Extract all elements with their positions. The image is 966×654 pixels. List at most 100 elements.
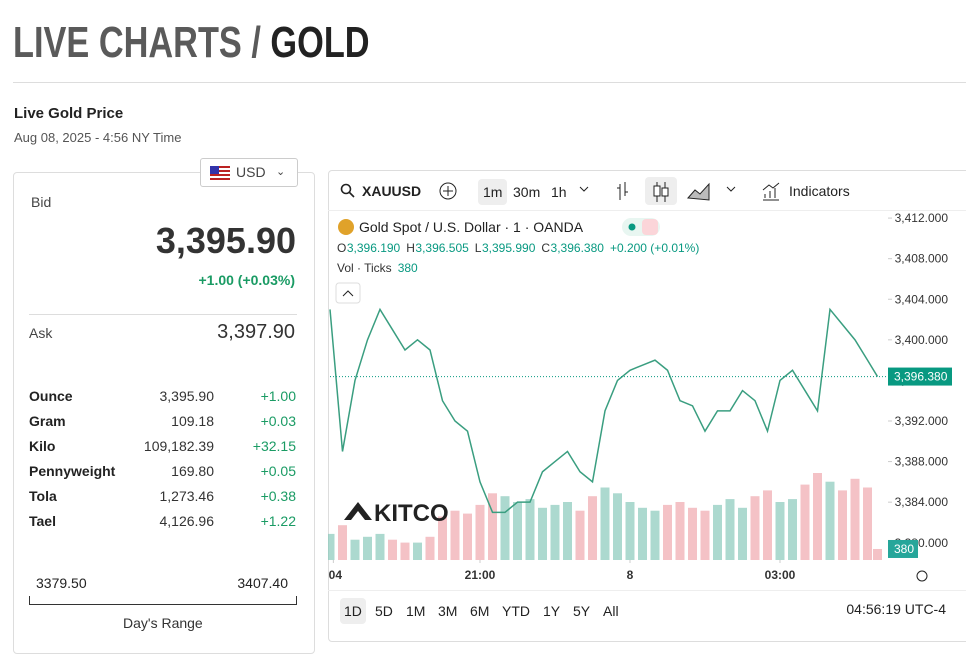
collapse-icon — [342, 290, 354, 297]
range-button[interactable]: YTD — [502, 603, 530, 619]
divider — [328, 590, 966, 591]
title-part: GOLD — [270, 18, 370, 67]
unit-change: +32.15 — [252, 438, 296, 454]
range-bar — [29, 596, 297, 605]
volume-bar — [650, 510, 660, 560]
page-title: LIVE CHARTS / GOLD — [13, 18, 370, 68]
unit-change: +1.00 — [260, 388, 296, 404]
volume-bar — [688, 507, 697, 560]
page: LIVE CHARTS / GOLD Live Gold Price Aug 0… — [13, 18, 966, 654]
volume-bar — [625, 502, 635, 560]
volume-bar — [850, 478, 860, 560]
y-tick-label: 3,404.000 — [895, 292, 949, 306]
volume-bar — [638, 507, 647, 560]
legend-value: L — [475, 241, 482, 255]
volume-value: 380 — [398, 261, 418, 275]
volume-badge — [888, 539, 918, 558]
unit-change: +0.38 — [260, 488, 296, 504]
toolbar-icons — [579, 177, 780, 205]
legend-value: 3,395.990 — [482, 241, 536, 255]
y-tick-label: 3,388.000 — [895, 455, 949, 469]
unit-change: +0.03 — [260, 413, 296, 429]
interval[interactable]: 30m — [513, 184, 541, 200]
title-part: LIVE CHARTS / — [13, 18, 261, 67]
volume-bar — [513, 502, 522, 560]
volume-bar — [388, 539, 397, 560]
volume-bar — [475, 504, 485, 560]
divider — [29, 314, 297, 315]
volume-bar — [500, 496, 510, 560]
volume-bar — [663, 504, 672, 560]
volume-bar — [413, 542, 422, 560]
range-button[interactable]: 1D — [340, 598, 366, 624]
interval[interactable]: 1h — [551, 184, 567, 200]
currency-select[interactable]: USD ⌄ — [200, 158, 298, 187]
range-low: 3379.50 — [36, 575, 87, 591]
bid-change: +1.00 (+0.03%) — [198, 272, 295, 288]
unit-name: Ounce — [29, 388, 73, 404]
volume-bar — [563, 502, 572, 560]
volume-bar — [763, 490, 772, 560]
volume-bar — [813, 473, 822, 560]
divider — [13, 82, 966, 83]
volume-bar — [800, 484, 810, 560]
unit-price: 4,126.96 — [159, 513, 215, 529]
flag — [210, 166, 230, 180]
range-button[interactable]: 5Y — [573, 603, 591, 619]
legend-value: 3,396.190 — [347, 241, 401, 255]
symbol[interactable]: XAUUSD — [362, 183, 422, 199]
price-badge-label: 3,396.380 — [894, 370, 948, 384]
volume-bar — [328, 533, 335, 560]
volume-bar — [738, 507, 747, 560]
legend-value: H — [406, 241, 415, 255]
volume-bar — [788, 499, 797, 560]
compare-icon[interactable] — [438, 181, 458, 201]
volume-bar — [488, 493, 497, 560]
x-tick-label: :04 — [328, 568, 342, 582]
volume-bar — [613, 493, 622, 560]
y-tick-label: 3,408.000 — [895, 252, 949, 266]
range-button[interactable]: All — [603, 603, 619, 619]
x-tick-label: 21:00 — [465, 568, 496, 582]
range-button[interactable]: 5D — [375, 603, 393, 619]
volume-bar — [438, 516, 447, 560]
unit-price: 3,395.90 — [159, 388, 215, 404]
search-icon[interactable] — [340, 183, 356, 199]
bid-label: Bid — [31, 194, 52, 210]
volume-bar — [450, 510, 460, 560]
volume-bar — [863, 487, 872, 560]
volume-bar — [700, 510, 710, 560]
volume-bar — [363, 536, 372, 560]
unit-name: Kilo — [29, 438, 56, 454]
volume-bar — [873, 548, 882, 560]
legend-value: C — [541, 241, 550, 255]
section-title: Live Gold Price — [14, 105, 124, 122]
watermark: KITCO — [374, 500, 449, 527]
volume-bar — [400, 542, 410, 560]
y-tick-label: 3,384.000 — [895, 495, 949, 509]
volume-bar — [525, 499, 535, 560]
range-high: 3407.40 — [237, 575, 288, 591]
range-button[interactable]: 1Y — [543, 603, 561, 619]
status-dot — [628, 223, 636, 231]
range-button[interactable]: 6M — [470, 603, 490, 619]
volume-bar — [600, 487, 610, 560]
gold-icon — [338, 219, 354, 235]
range-button[interactable]: 1M — [406, 603, 426, 619]
date: Aug 08, 2025 - 4:56 NY Time — [14, 130, 182, 145]
y-tick-label: 3,400.000 — [895, 333, 949, 347]
volume-bar — [750, 496, 760, 560]
unit-change: +0.05 — [260, 463, 296, 479]
volume-bar — [775, 502, 785, 560]
volume-bar — [463, 513, 472, 560]
volume-bar — [425, 536, 435, 560]
volume-bar — [575, 510, 585, 560]
y-tick-label: 3,392.000 — [895, 414, 949, 428]
volume-bar — [538, 507, 547, 560]
range-label: Day's Range — [123, 615, 203, 631]
interval[interactable]: 1m — [478, 179, 508, 205]
unit-price: 109,182.39 — [143, 438, 214, 454]
x-tick-label: 03:00 — [765, 568, 796, 582]
range-button[interactable]: 3M — [438, 603, 458, 619]
indicators-button[interactable]: Indicators — [789, 183, 850, 199]
